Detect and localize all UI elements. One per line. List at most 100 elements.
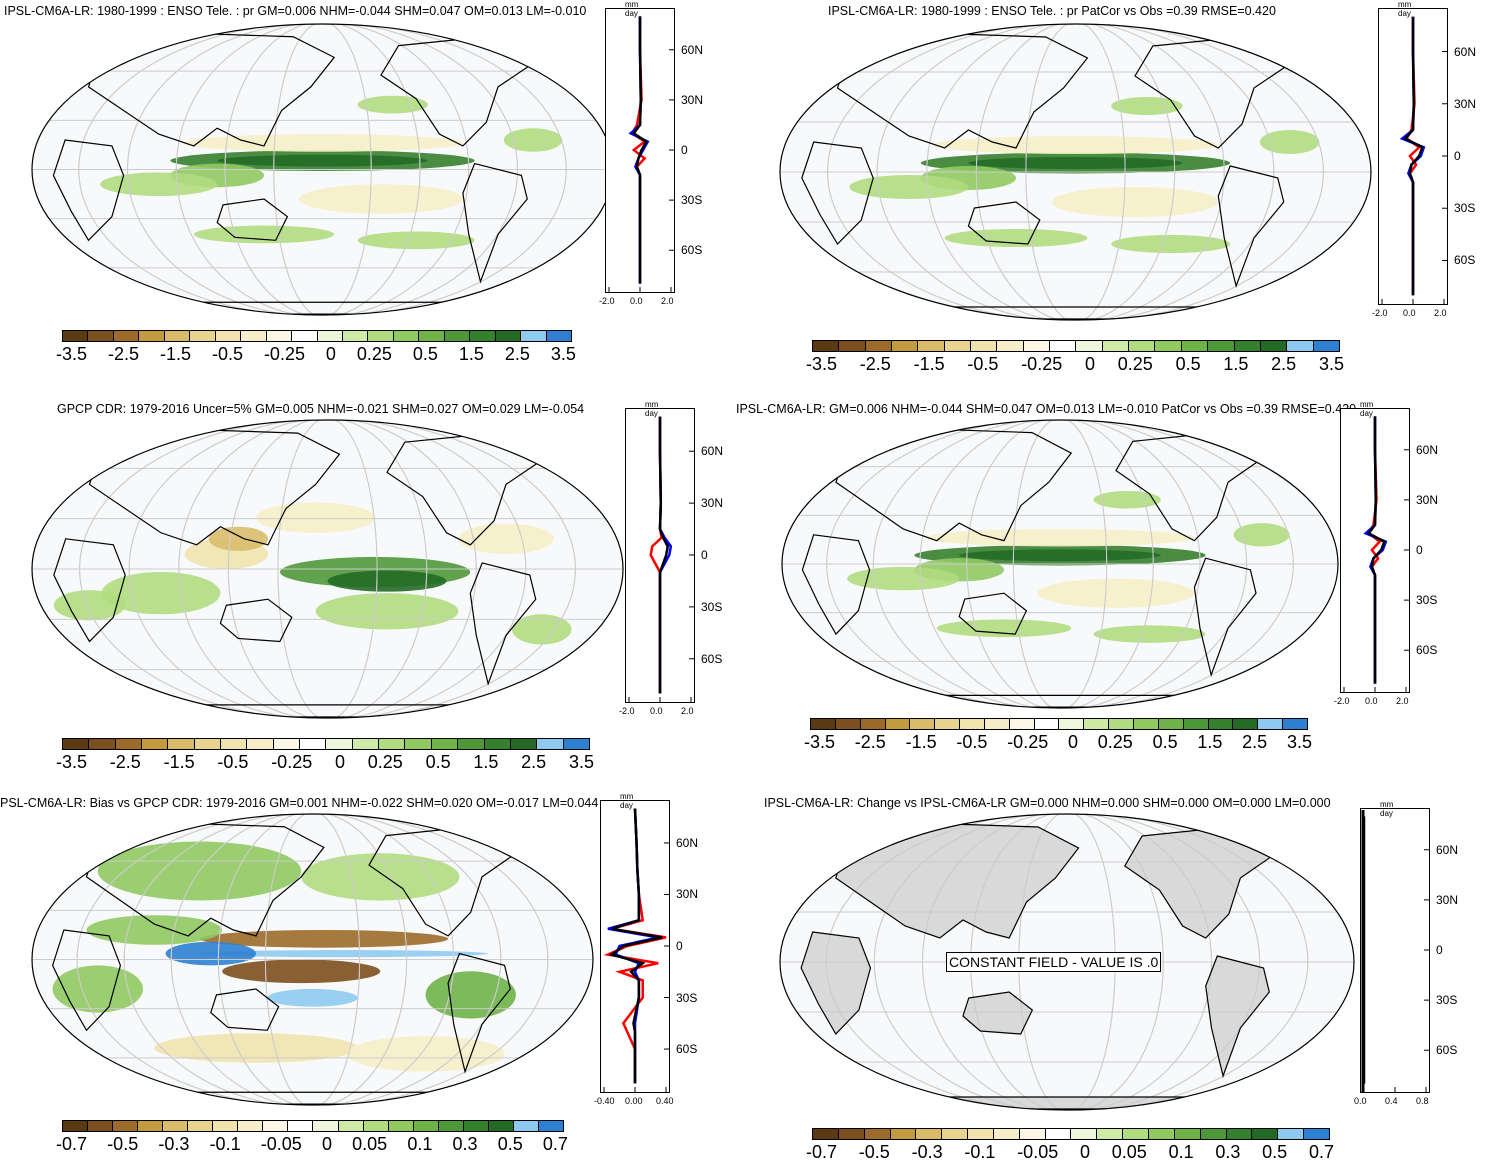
- colorbar-swatch: [63, 739, 90, 749]
- colorbar-label: -3.5: [56, 344, 88, 364]
- colorbar-swatch: [1109, 719, 1134, 729]
- colorbar-swatch: [317, 331, 343, 341]
- zonal-series-black: [632, 16, 648, 284]
- colorbar-swatch: [1260, 341, 1288, 351]
- graticule-line: [975, 24, 1176, 320]
- panel-title: GPCP CDR: 1979-2016 Uncer=5% GM=0.005 NH…: [57, 402, 585, 416]
- colorbar-labels: -3.5 -2.5 -1.5 -0.5 -0.25 0 0.25 0.5 1.5 2.5 3.5: [806, 354, 1344, 375]
- lat-label: 60S: [701, 651, 723, 666]
- coastline: [958, 592, 1028, 635]
- colorbar-swatch: [1181, 341, 1209, 351]
- colorbar-swatch: [1050, 341, 1077, 351]
- colorbar-swatch: [113, 1121, 139, 1131]
- colorbar-swatch: [1084, 719, 1110, 729]
- colorbar-label: -0.3: [911, 1142, 943, 1162]
- map-border: [31, 813, 594, 1106]
- precip-anomaly-patch: [53, 590, 126, 621]
- precip-anomaly-patch: [208, 526, 268, 551]
- precip-anomaly-patch: [346, 1036, 505, 1072]
- colorbar-label: 0.25: [1117, 354, 1153, 374]
- zonal-x-tick-label: -2.0: [1372, 308, 1388, 318]
- colorbar-swatch: [484, 739, 511, 749]
- colorbar-labels: -3.5 -2.5 -1.5 -0.5 -0.25 0 0.25 0.5 1.5 2.5 3.5: [804, 732, 1312, 753]
- colorbar-swatch: [139, 331, 165, 341]
- precip-anomaly-patch: [936, 619, 1072, 637]
- colorbar-swatch: [1287, 341, 1314, 351]
- precip-anomaly-patch: [1093, 491, 1161, 509]
- colorbar-swatch: [918, 341, 945, 351]
- graticule-line: [922, 814, 1212, 1110]
- precip-anomaly-patch: [193, 950, 488, 958]
- zonal-x-tick-label: 0.00: [625, 1096, 643, 1106]
- zonal-units-label: mm day: [645, 400, 659, 418]
- colorbar-swatch: [352, 739, 380, 749]
- precip-anomaly-patch: [1037, 578, 1195, 608]
- colorbar-label: -3.5: [56, 752, 88, 772]
- colorbar-swatch: [885, 719, 911, 729]
- panel-title: IPSL-CM6A-LR: Change vs IPSL-CM6A-LR GM=…: [764, 796, 1331, 810]
- colorbar-label: 0.05: [352, 1134, 388, 1154]
- lat-label: 0: [1416, 543, 1423, 557]
- colorbar-swatch: [63, 331, 89, 341]
- colorbar-swatch: [488, 1121, 514, 1131]
- colorbar-swatch: [971, 341, 998, 351]
- lat-label: 60S: [681, 243, 703, 258]
- colorbar-swatch: [942, 1129, 969, 1139]
- graticule-line: [217, 814, 408, 1105]
- colorbar-swatch: [470, 331, 496, 341]
- colorbar-swatch: [138, 1121, 164, 1131]
- coastline: [210, 988, 280, 1031]
- colorbar-swatch: [379, 739, 406, 749]
- map-container: [30, 418, 625, 725]
- map-border: [31, 419, 624, 719]
- land-fill: [1124, 827, 1276, 938]
- colorbar-swatch: [89, 739, 116, 749]
- colorbar-label: 0.7: [1308, 1142, 1334, 1162]
- land-fill: [1205, 956, 1270, 1076]
- colorbar-swatch: [1158, 719, 1184, 729]
- coastline: [836, 33, 1089, 149]
- map-border: [779, 813, 1355, 1111]
- precip-anomaly-patch: [968, 157, 1183, 169]
- colorbar-swatch: [1148, 1129, 1175, 1139]
- graticule-line: [127, 24, 518, 315]
- colorbar-label: -0.1: [209, 1134, 241, 1154]
- graticule-line: [264, 814, 361, 1105]
- zonal-mean-plot: [600, 800, 670, 1093]
- colorbar-label: 1.5: [458, 344, 484, 364]
- lat-label: 60N: [1436, 842, 1459, 857]
- colorbar-swatch: [813, 341, 840, 351]
- colorbar: [62, 738, 590, 750]
- colorbar-label: 0: [1079, 1142, 1090, 1162]
- colorbar-swatch: [865, 341, 893, 351]
- colorbar-labels: -0.7 -0.5 -0.3 -0.1 -0.05 0 0.05 0.1 0.3 0.5 0.7: [806, 1142, 1334, 1163]
- colorbar-swatch: [538, 1121, 563, 1131]
- zonal-container: [625, 408, 695, 723]
- colorbar-swatch: [388, 1121, 414, 1131]
- precip-anomaly-patch: [165, 941, 256, 966]
- colorbar-label: -0.25: [1021, 354, 1063, 374]
- colorbar: [812, 1128, 1330, 1140]
- coastline: [800, 931, 872, 1035]
- colorbar-swatch: [288, 1121, 314, 1131]
- panel-title: IPSL-CM6A-LR: 1980-1999 : ENSO Tele. : p…: [4, 4, 587, 18]
- zonal-container: [600, 800, 670, 1113]
- colorbar-swatch: [860, 719, 886, 729]
- colorbar-swatch: [1034, 719, 1060, 729]
- precip-anomaly-patch: [327, 570, 447, 592]
- colorbar-swatch: [997, 341, 1024, 351]
- colorbar-swatch: [1174, 1129, 1201, 1139]
- colorbar-swatch: [142, 739, 169, 749]
- colorbar-label: 0.3: [1215, 1142, 1241, 1162]
- zonal-mean-plot: [625, 408, 695, 703]
- colorbar-label: -1.5: [913, 354, 945, 374]
- colorbar-swatch: [910, 719, 936, 729]
- colorbar-swatch: [1133, 719, 1159, 729]
- map-container: [780, 418, 1340, 715]
- zonal-container: [1340, 408, 1410, 713]
- colorbar-swatch: [194, 739, 222, 749]
- colorbar-swatch: [115, 739, 143, 749]
- colorbar-swatch: [1023, 341, 1051, 351]
- colorbar-swatch: [839, 341, 866, 351]
- colorbar-label: 0.25: [367, 752, 403, 772]
